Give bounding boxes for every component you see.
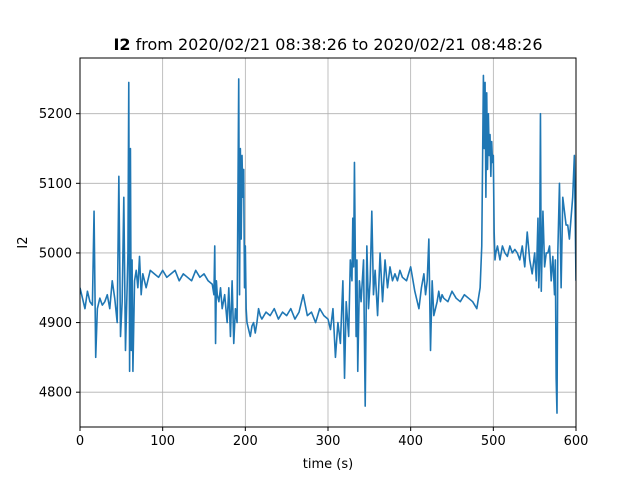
- x-axis-ticks: 0 100 200 300 400 500 600: [76, 427, 589, 449]
- y-tick-label: 4900: [39, 316, 72, 331]
- y-axis-ticks: 4800 4900 5000 5100 5200: [39, 107, 80, 401]
- x-tick-label: 200: [233, 434, 258, 449]
- y-tick-label: 5000: [39, 246, 72, 261]
- x-tick-label: 600: [564, 434, 589, 449]
- x-axis-label: time (s): [303, 457, 353, 472]
- y-axis-label: I2: [16, 236, 31, 248]
- x-tick-label: 400: [398, 434, 423, 449]
- x-tick-label: 500: [481, 434, 506, 449]
- chart-title-rest: from 2020/02/21 08:38:26 to 2020/02/21 0…: [131, 35, 543, 54]
- y-tick-label: 5100: [39, 177, 72, 192]
- y-tick-label: 4800: [39, 386, 72, 401]
- y-tick-label: 5200: [39, 107, 72, 122]
- plot-area: [80, 74, 576, 414]
- x-tick-label: 0: [76, 434, 84, 449]
- x-tick-label: 300: [316, 434, 341, 449]
- x-tick-label: 100: [150, 434, 175, 449]
- chart-title-bold: I2: [113, 35, 130, 54]
- series-line: [80, 74, 576, 414]
- chart-title: I2 from 2020/02/21 08:38:26 to 2020/02/2…: [113, 35, 542, 54]
